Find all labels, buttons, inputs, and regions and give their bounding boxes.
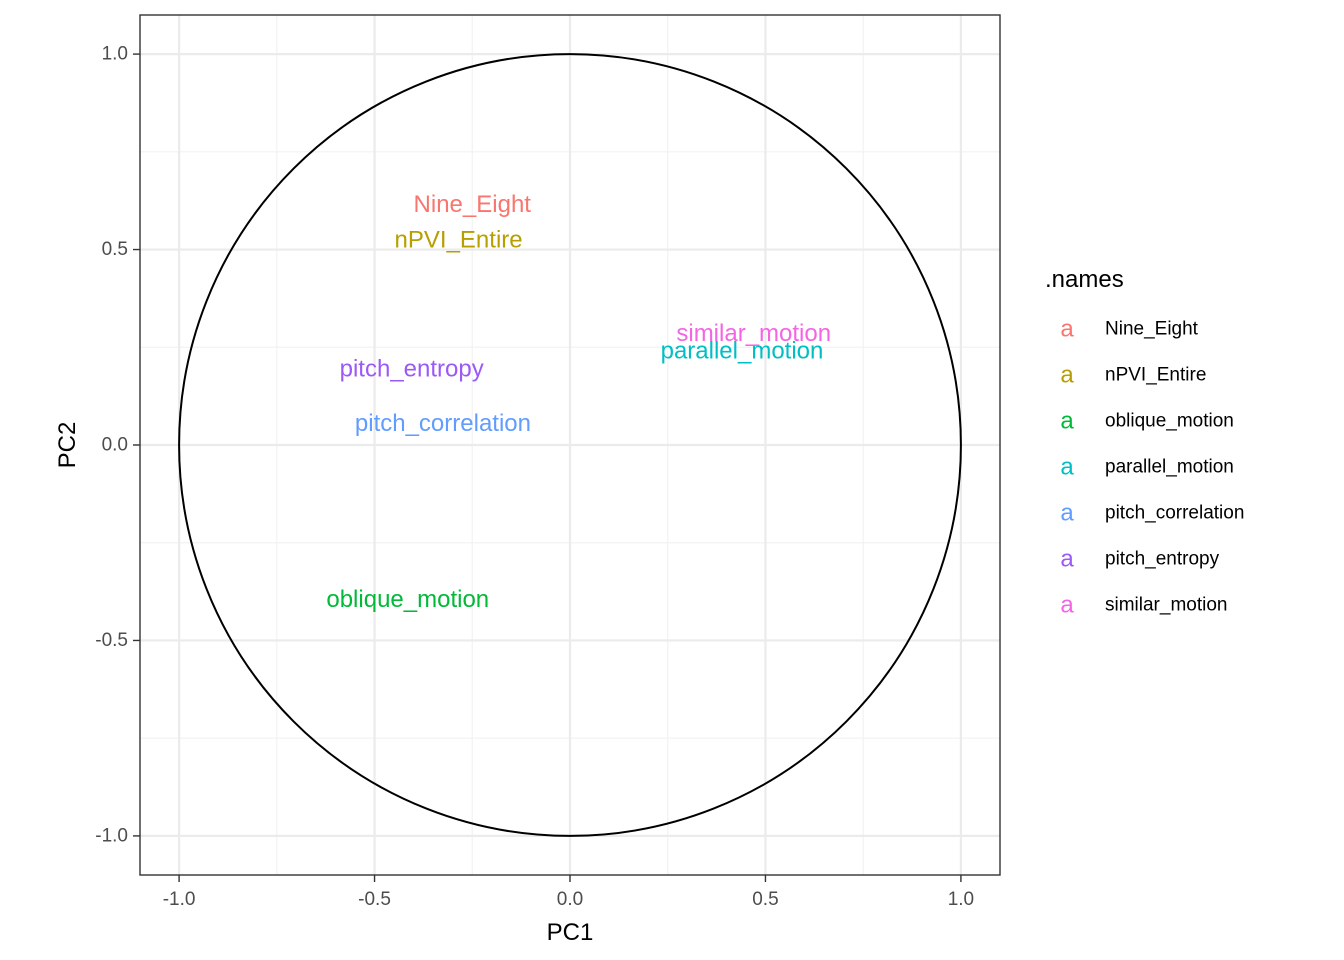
point-label-parallel-motion: parallel_motion bbox=[661, 338, 824, 365]
unit-circle bbox=[178, 53, 962, 837]
x-tick-label: -0.5 bbox=[358, 889, 391, 910]
legend-key-glyph: a bbox=[1060, 592, 1074, 619]
legend-key-glyph: a bbox=[1060, 454, 1074, 481]
legend-key-glyph: a bbox=[1060, 408, 1074, 435]
legend-key-glyph: a bbox=[1060, 362, 1074, 389]
y-tick-label: 0.0 bbox=[102, 435, 128, 456]
y-tick-label: -0.5 bbox=[95, 630, 128, 651]
legend-label-parallel-motion: parallel_motion bbox=[1105, 457, 1234, 478]
point-label-similar-motion: similar_motion bbox=[676, 320, 831, 347]
x-axis-title: PC1 bbox=[547, 919, 594, 946]
point-label-npvi-entire: nPVI_Entire bbox=[395, 226, 523, 253]
legend-label-pitch-correlation: pitch_correlation bbox=[1105, 503, 1244, 524]
point-label-nine-eight: Nine_Eight bbox=[414, 191, 532, 218]
x-tick-label: 1.0 bbox=[948, 889, 974, 910]
legend-label-npvi-entire: nPVI_Entire bbox=[1105, 365, 1206, 386]
point-label-oblique-motion: oblique_motion bbox=[326, 586, 489, 613]
legend-label-nine-eight: Nine_Eight bbox=[1105, 319, 1199, 340]
x-tick-label: 0.0 bbox=[557, 889, 583, 910]
legend-title: .names bbox=[1045, 266, 1124, 293]
y-tick-label: 0.5 bbox=[102, 239, 128, 260]
legend-key-glyph: a bbox=[1060, 500, 1074, 527]
legend-key-glyph: a bbox=[1060, 316, 1074, 343]
legend-label-oblique-motion: oblique_motion bbox=[1105, 411, 1234, 432]
y-tick-label: 1.0 bbox=[102, 44, 128, 65]
point-label-pitch-entropy: pitch_entropy bbox=[340, 355, 484, 382]
y-axis-title: PC2 bbox=[54, 422, 81, 469]
x-tick-label: 0.5 bbox=[752, 889, 778, 910]
legend-key-glyph: a bbox=[1060, 546, 1074, 573]
y-tick-label: -1.0 bbox=[95, 825, 128, 846]
x-tick-label: -1.0 bbox=[163, 889, 196, 910]
point-label-pitch-correlation: pitch_correlation bbox=[355, 410, 531, 437]
legend-label-pitch-entropy: pitch_entropy bbox=[1105, 549, 1220, 570]
legend-label-similar-motion: similar_motion bbox=[1105, 595, 1227, 616]
